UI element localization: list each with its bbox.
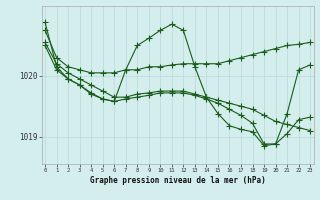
X-axis label: Graphe pression niveau de la mer (hPa): Graphe pression niveau de la mer (hPa) [90, 176, 266, 185]
